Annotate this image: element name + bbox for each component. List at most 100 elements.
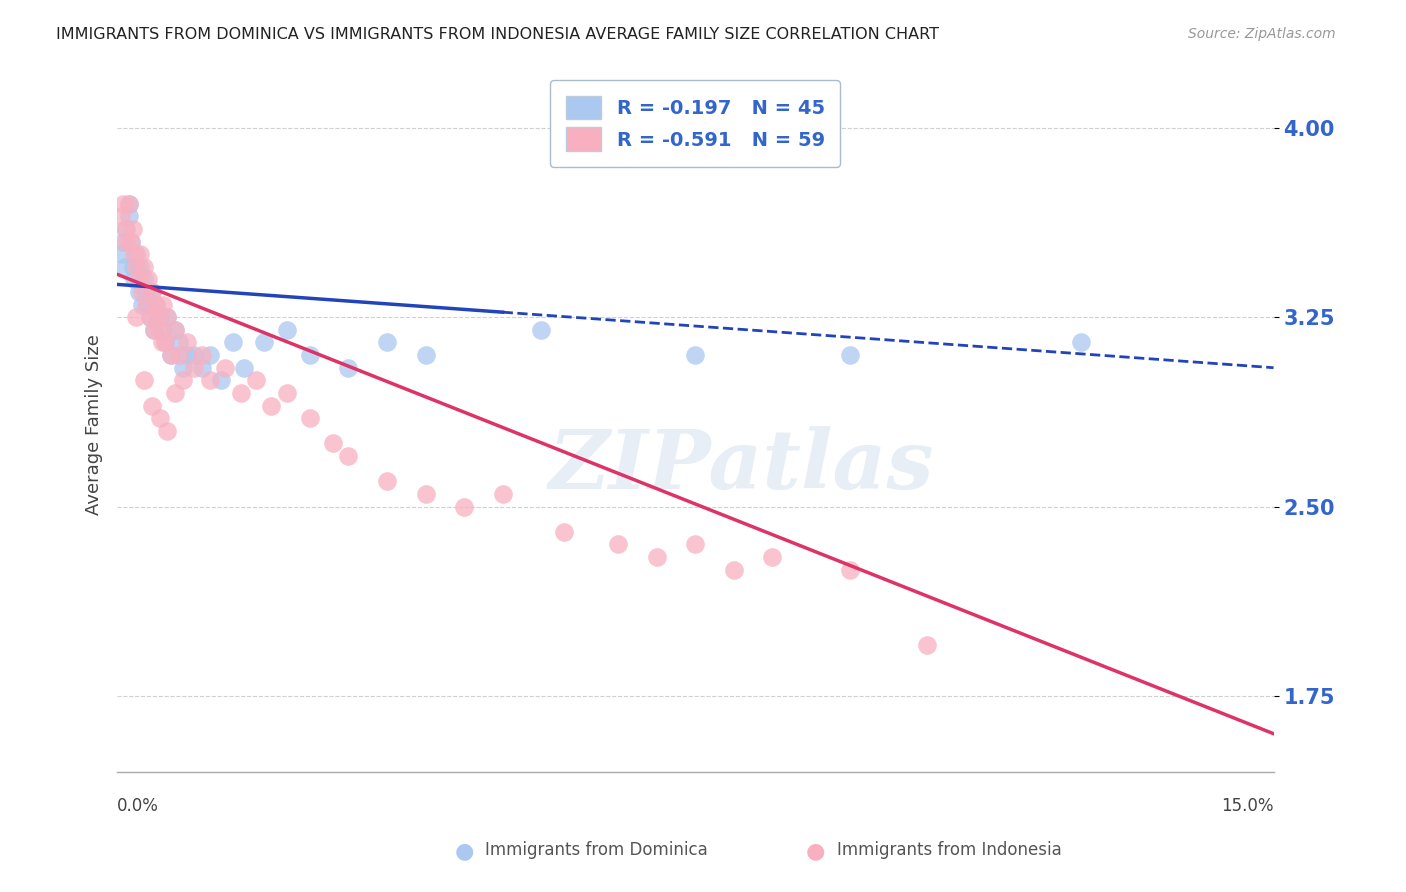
Point: [156, 310, 179, 325]
Point: [131, 285, 153, 299]
Point: [375, 335, 398, 350]
Point: [136, 297, 159, 311]
Point: [160, 348, 183, 362]
Point: [149, 310, 172, 325]
Point: [337, 360, 360, 375]
Point: [118, 196, 141, 211]
Point: [145, 297, 167, 311]
Point: [143, 323, 166, 337]
Point: [120, 235, 142, 249]
Y-axis label: Average Family Size: Average Family Size: [86, 334, 103, 515]
Point: [156, 310, 179, 325]
Point: [120, 235, 142, 249]
Text: Immigrants from Indonesia: Immigrants from Indonesia: [837, 841, 1062, 859]
Point: [607, 537, 630, 551]
Point: [453, 500, 475, 514]
Point: [125, 247, 148, 261]
Point: [141, 285, 163, 299]
Point: [121, 260, 143, 274]
Point: [136, 272, 159, 286]
Text: 15.0%: 15.0%: [1220, 797, 1274, 814]
Point: [337, 449, 360, 463]
Point: [122, 272, 145, 286]
Point: [685, 348, 707, 362]
Point: [298, 411, 321, 425]
Text: ZIPatlas: ZIPatlas: [548, 426, 935, 506]
Point: [191, 360, 214, 375]
Point: [183, 348, 205, 362]
Point: [229, 386, 252, 401]
Point: [138, 310, 160, 325]
Legend: R = -0.197   N = 45, R = -0.591   N = 59: R = -0.197 N = 45, R = -0.591 N = 59: [551, 80, 841, 167]
Point: [415, 487, 437, 501]
Point: [191, 348, 214, 362]
Point: [153, 335, 176, 350]
Point: [645, 549, 668, 564]
Point: [838, 348, 860, 362]
Point: [112, 235, 135, 249]
Point: [183, 360, 205, 375]
Point: [138, 310, 160, 325]
Point: [160, 348, 183, 362]
Point: [163, 386, 186, 401]
Point: [135, 285, 157, 299]
Point: [298, 348, 321, 362]
Point: [114, 260, 136, 274]
Text: ●: ●: [806, 841, 825, 861]
Point: [128, 285, 150, 299]
Point: [134, 260, 156, 274]
Point: [163, 323, 186, 337]
Point: [129, 247, 152, 261]
Point: [131, 297, 153, 311]
Point: [152, 297, 174, 311]
Point: [134, 373, 156, 387]
Text: 0.0%: 0.0%: [117, 797, 159, 814]
Point: [553, 524, 575, 539]
Point: [723, 563, 745, 577]
Point: [167, 348, 190, 362]
Point: [125, 260, 148, 274]
Point: [153, 335, 176, 350]
Point: [253, 335, 276, 350]
Point: [110, 247, 132, 261]
Point: [149, 411, 172, 425]
Point: [176, 335, 198, 350]
Point: [375, 475, 398, 489]
Point: [128, 272, 150, 286]
Point: [118, 196, 141, 211]
Point: [915, 638, 938, 652]
Point: [149, 323, 172, 337]
Point: [118, 209, 141, 223]
Point: [214, 360, 236, 375]
Point: [172, 360, 194, 375]
Point: [121, 222, 143, 236]
Point: [491, 487, 513, 501]
Point: [761, 549, 783, 564]
Point: [141, 399, 163, 413]
Text: Immigrants from Dominica: Immigrants from Dominica: [485, 841, 707, 859]
Point: [260, 399, 283, 413]
Point: [110, 209, 132, 223]
Point: [233, 360, 256, 375]
Point: [156, 424, 179, 438]
Point: [198, 348, 221, 362]
Point: [150, 335, 173, 350]
Point: [114, 222, 136, 236]
Point: [141, 285, 163, 299]
Point: [163, 323, 186, 337]
Point: [222, 335, 245, 350]
Point: [143, 323, 166, 337]
Text: IMMIGRANTS FROM DOMINICA VS IMMIGRANTS FROM INDONESIA AVERAGE FAMILY SIZE CORREL: IMMIGRANTS FROM DOMINICA VS IMMIGRANTS F…: [56, 27, 939, 42]
Text: Source: ZipAtlas.com: Source: ZipAtlas.com: [1188, 27, 1336, 41]
Point: [145, 297, 167, 311]
Point: [415, 348, 437, 362]
Point: [129, 260, 152, 274]
Point: [838, 563, 860, 577]
Point: [122, 247, 145, 261]
Point: [125, 310, 148, 325]
Point: [276, 323, 298, 337]
Point: [209, 373, 232, 387]
Point: [115, 222, 138, 236]
Point: [322, 436, 344, 450]
Point: [276, 386, 298, 401]
